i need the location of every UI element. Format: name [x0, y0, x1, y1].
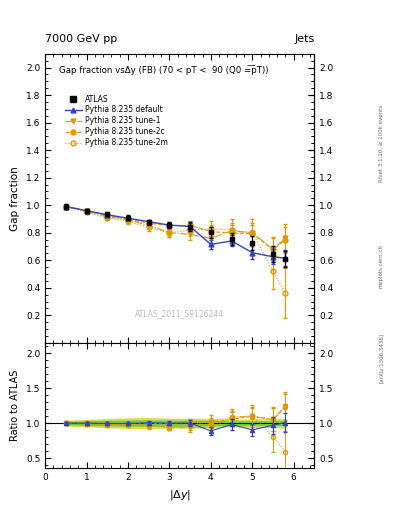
- Text: ATLAS_2011_S9126244: ATLAS_2011_S9126244: [135, 309, 224, 318]
- Y-axis label: Gap fraction: Gap fraction: [10, 166, 20, 231]
- Text: 7000 GeV pp: 7000 GeV pp: [45, 33, 118, 44]
- Text: Jets: Jets: [294, 33, 314, 44]
- Text: mcplots.cern.ch: mcplots.cern.ch: [379, 244, 384, 288]
- Text: Gap fraction vsΔy (FB) (70 < pT <  90 (Q0 =͞pT)): Gap fraction vsΔy (FB) (70 < pT < 90 (Q0…: [59, 66, 268, 75]
- Legend: ATLAS, Pythia 8.235 default, Pythia 8.235 tune-1, Pythia 8.235 tune-2c, Pythia 8: ATLAS, Pythia 8.235 default, Pythia 8.23…: [62, 92, 171, 150]
- Text: Rivet 3.1.10, ≥ 100k events: Rivet 3.1.10, ≥ 100k events: [379, 105, 384, 182]
- X-axis label: $|\Delta y|$: $|\Delta y|$: [169, 488, 191, 502]
- Y-axis label: Ratio to ATLAS: Ratio to ATLAS: [10, 370, 20, 441]
- Text: [arXiv:1306.3436]: [arXiv:1306.3436]: [379, 333, 384, 383]
